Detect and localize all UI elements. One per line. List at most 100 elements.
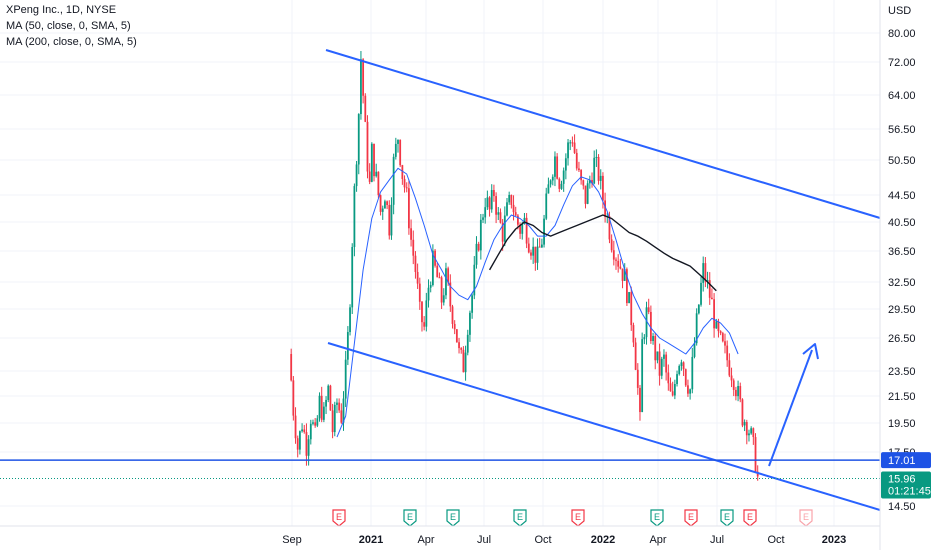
channel-upper-line[interactable] bbox=[325, 49, 881, 219]
candle-body bbox=[475, 243, 478, 265]
candle-body bbox=[706, 280, 709, 282]
candle-body bbox=[748, 433, 750, 436]
candle-body bbox=[604, 200, 606, 217]
candle-body bbox=[610, 239, 613, 251]
candle-body bbox=[301, 429, 303, 432]
earnings-marker-shape bbox=[332, 509, 346, 527]
candle-body bbox=[519, 224, 521, 234]
earnings-marker-shape bbox=[446, 509, 460, 527]
candle-body bbox=[602, 175, 604, 201]
candle-body bbox=[536, 246, 539, 263]
candle-body bbox=[680, 362, 683, 366]
candle-body bbox=[582, 180, 585, 186]
candle-body bbox=[702, 263, 705, 283]
earnings-marker[interactable]: E bbox=[799, 509, 813, 527]
currency-label: USD bbox=[888, 5, 911, 17]
candle-body bbox=[735, 389, 737, 397]
candle-body bbox=[484, 207, 487, 218]
candle-body bbox=[318, 395, 321, 419]
earnings-marker-label: E bbox=[450, 512, 456, 522]
earnings-marker[interactable]: E bbox=[332, 509, 346, 527]
candle-body bbox=[597, 156, 600, 181]
legend-title: XPeng Inc., 1D, NYSE bbox=[6, 4, 117, 16]
time-tick-label: Apr bbox=[649, 534, 666, 546]
candle-body bbox=[556, 156, 559, 179]
candle-body bbox=[425, 300, 428, 327]
candle-body bbox=[421, 301, 423, 323]
candle-body bbox=[687, 385, 689, 394]
earnings-marker[interactable]: E bbox=[571, 509, 585, 527]
earnings-marker[interactable]: E bbox=[446, 509, 460, 527]
time-axis[interactable]: Sep 2021 Apr Jul Oct 2022 Apr Jul Oct 2023 bbox=[0, 525, 880, 546]
candle-body bbox=[615, 259, 617, 261]
candle-body bbox=[458, 342, 460, 349]
earnings-marker-shape bbox=[743, 509, 757, 527]
candle-body bbox=[381, 208, 384, 212]
moving-averages bbox=[336, 167, 739, 438]
price-tick-label: 64.00 bbox=[888, 90, 916, 102]
earnings-marker[interactable]: E bbox=[650, 509, 664, 527]
candle-body bbox=[562, 170, 565, 184]
earnings-marker[interactable]: E bbox=[743, 509, 757, 527]
candle-body bbox=[466, 334, 469, 353]
candle-body bbox=[427, 287, 430, 301]
candle-body bbox=[580, 170, 583, 181]
candle-body bbox=[416, 271, 419, 284]
candle-body bbox=[527, 243, 530, 253]
earnings-marker[interactable]: E bbox=[684, 509, 698, 527]
candle-body bbox=[401, 165, 404, 179]
candle-body bbox=[469, 312, 471, 335]
earnings-marker-label: E bbox=[517, 512, 523, 522]
trend-drawings[interactable] bbox=[0, 49, 881, 511]
candle-body bbox=[360, 59, 362, 115]
candle-body bbox=[512, 204, 515, 213]
candle-body bbox=[671, 391, 674, 396]
candle-body bbox=[693, 343, 696, 357]
candle-body bbox=[549, 180, 552, 185]
projection-arrow-head[interactable] bbox=[802, 343, 819, 360]
candle-body bbox=[299, 431, 301, 450]
candle-body bbox=[669, 383, 672, 392]
candle-body bbox=[320, 395, 323, 420]
candle-body bbox=[584, 185, 587, 204]
price-tick-label: 56.50 bbox=[888, 124, 916, 136]
candle-body bbox=[551, 176, 554, 181]
candle-body bbox=[652, 336, 654, 342]
candle-body bbox=[322, 406, 325, 420]
earnings-marker[interactable]: E bbox=[403, 509, 417, 527]
channel-lower-line[interactable] bbox=[327, 342, 881, 511]
candle-body bbox=[667, 372, 670, 384]
earnings-marker-label: E bbox=[575, 512, 581, 522]
price-tick-label: 21.50 bbox=[888, 391, 916, 403]
candle-body bbox=[645, 307, 648, 338]
time-tick-label: Jul bbox=[710, 534, 724, 546]
candle-body bbox=[630, 292, 633, 326]
candle-body bbox=[314, 422, 317, 426]
price-tick-label: 50.50 bbox=[888, 155, 916, 167]
candle-body bbox=[708, 280, 711, 298]
candle-body bbox=[338, 402, 341, 411]
candle-body bbox=[362, 59, 365, 96]
candle-body bbox=[329, 385, 332, 411]
candle-body bbox=[543, 218, 545, 245]
earnings-marker-shape bbox=[799, 509, 813, 527]
candle-body bbox=[741, 399, 744, 426]
projection-arrow-line[interactable] bbox=[768, 349, 813, 467]
price-axis[interactable]: USD 80.00 72.00 64.00 56.50 50.50 44.50 40.50 36… bbox=[879, 0, 931, 550]
earnings-marker[interactable]: E bbox=[720, 509, 734, 527]
candle-body bbox=[373, 143, 375, 177]
time-tick-label: Oct bbox=[767, 534, 784, 546]
candle-body bbox=[397, 139, 399, 144]
last-price-badge[interactable] bbox=[881, 471, 931, 499]
level-price-badge[interactable] bbox=[881, 452, 931, 469]
candle-body bbox=[540, 244, 543, 248]
candle-body bbox=[728, 360, 731, 376]
candle-body bbox=[486, 197, 489, 208]
earnings-marker[interactable]: E bbox=[513, 509, 527, 527]
price-tick-label: 26.50 bbox=[888, 333, 916, 345]
time-tick-label: Jul bbox=[477, 534, 491, 546]
candle-body bbox=[510, 194, 513, 205]
candle-body bbox=[445, 268, 447, 296]
